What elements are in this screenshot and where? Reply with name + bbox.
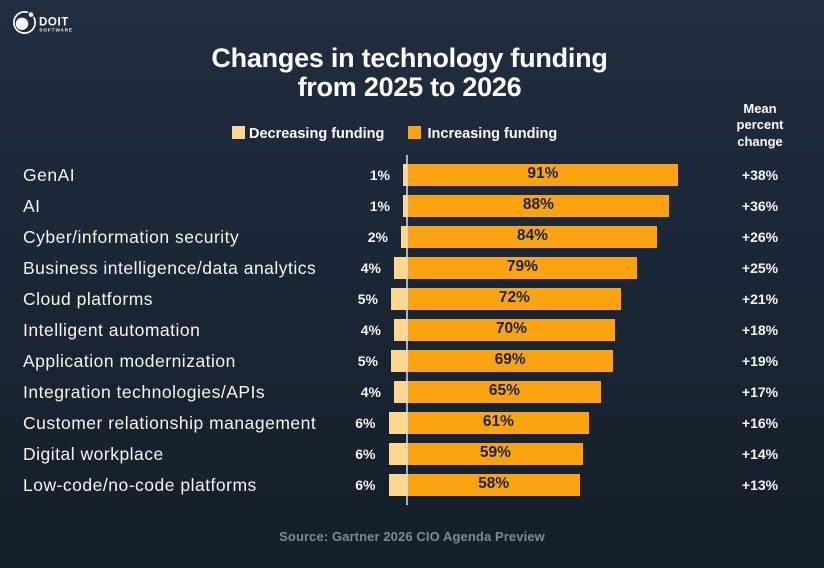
svg-text:SOFTWARE: SOFTWARE	[39, 27, 73, 32]
svg-text:DOIT: DOIT	[39, 16, 69, 28]
